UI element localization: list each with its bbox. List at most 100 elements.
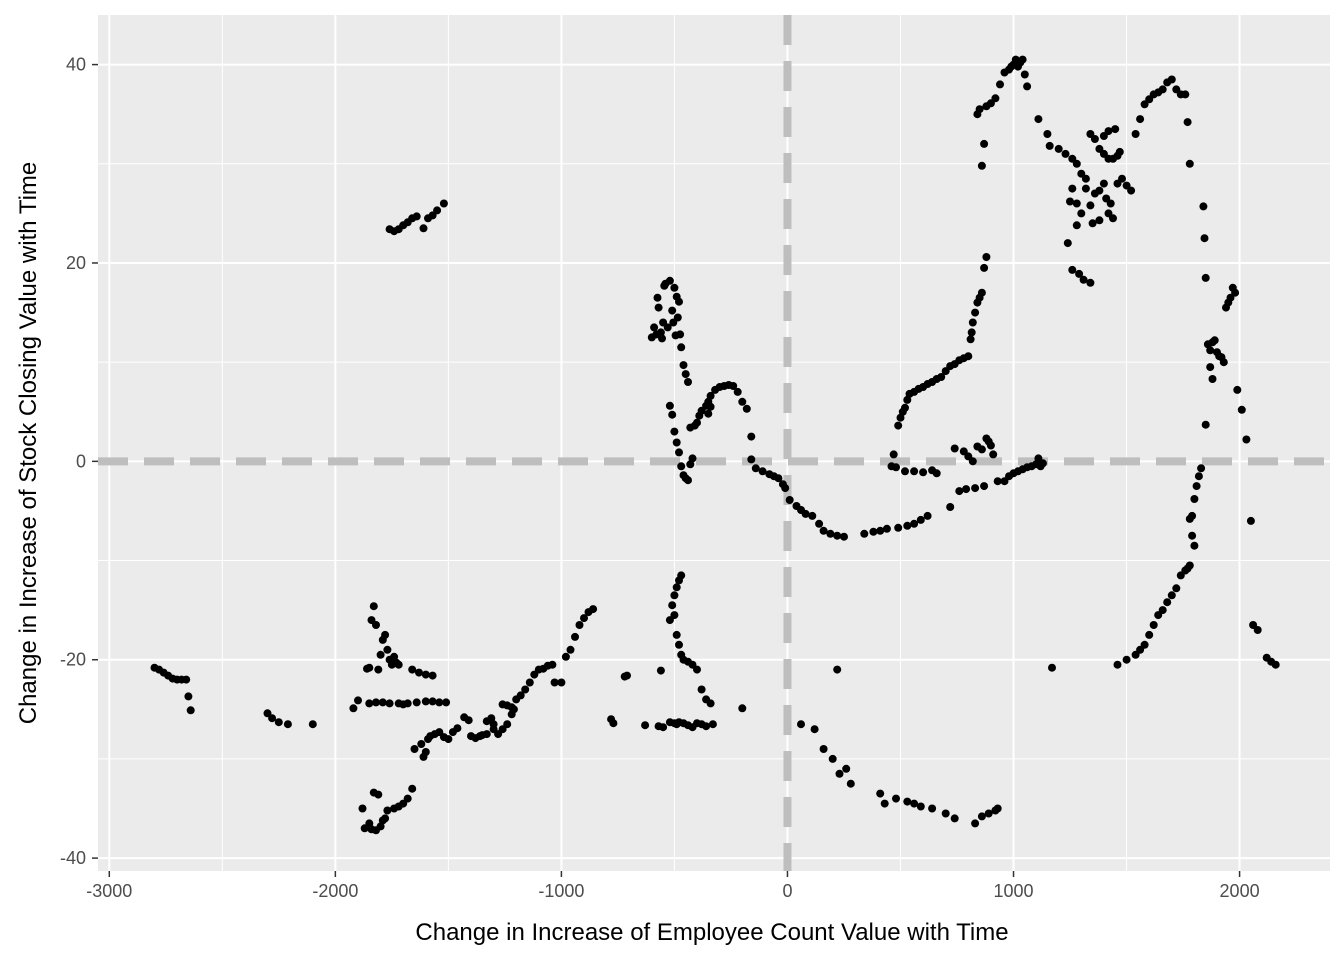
data-point bbox=[609, 719, 618, 728]
data-point bbox=[521, 685, 530, 694]
data-point bbox=[901, 467, 909, 476]
data-point bbox=[1200, 234, 1209, 243]
data-point bbox=[421, 670, 430, 679]
data-point bbox=[785, 496, 794, 504]
data-point bbox=[412, 698, 421, 707]
data-point bbox=[729, 382, 738, 390]
data-point bbox=[677, 462, 686, 471]
data-point bbox=[950, 444, 959, 453]
data-point bbox=[842, 764, 851, 773]
x-tick-label: -2000 bbox=[312, 881, 358, 901]
data-point bbox=[819, 745, 828, 753]
data-point bbox=[697, 685, 706, 694]
data-point bbox=[1043, 130, 1052, 138]
data-point bbox=[894, 421, 903, 430]
data-point bbox=[1185, 514, 1194, 523]
data-point bbox=[910, 799, 919, 808]
data-point bbox=[679, 361, 688, 370]
data-point bbox=[916, 802, 925, 811]
data-point bbox=[672, 630, 681, 639]
data-point bbox=[354, 696, 362, 705]
data-point bbox=[971, 819, 980, 828]
data-point bbox=[672, 583, 681, 592]
data-point bbox=[1183, 118, 1192, 127]
data-point bbox=[1181, 90, 1190, 99]
data-point bbox=[747, 432, 756, 441]
data-point bbox=[453, 724, 462, 733]
y-axis: -40 -20 0 20 40 bbox=[60, 55, 98, 868]
data-point bbox=[1066, 197, 1074, 206]
data-point bbox=[435, 698, 444, 707]
data-point bbox=[503, 720, 512, 729]
data-point bbox=[428, 697, 437, 706]
data-point bbox=[672, 438, 681, 447]
y-tick-label: 20 bbox=[66, 253, 86, 273]
data-point bbox=[1253, 626, 1262, 634]
data-point bbox=[1018, 55, 1027, 64]
data-point bbox=[374, 790, 383, 799]
data-point bbox=[968, 457, 977, 466]
data-point bbox=[672, 720, 681, 729]
data-point bbox=[186, 706, 195, 715]
data-point bbox=[1095, 216, 1104, 225]
data-point bbox=[1201, 420, 1210, 429]
data-point bbox=[903, 521, 912, 530]
data-point bbox=[403, 794, 412, 803]
data-point bbox=[1158, 85, 1167, 94]
data-point bbox=[668, 410, 677, 419]
data-point bbox=[781, 484, 790, 493]
data-point bbox=[1068, 265, 1077, 274]
data-point bbox=[677, 571, 686, 580]
data-point bbox=[889, 450, 898, 459]
data-point bbox=[742, 404, 751, 413]
data-point bbox=[403, 699, 412, 708]
data-point bbox=[1068, 184, 1077, 193]
data-point bbox=[444, 735, 453, 744]
y-tick-label: 0 bbox=[76, 451, 86, 471]
data-point bbox=[975, 105, 984, 114]
data-point bbox=[274, 718, 283, 727]
data-point bbox=[919, 468, 928, 477]
data-point bbox=[980, 139, 989, 148]
data-point bbox=[349, 704, 358, 713]
data-point bbox=[1115, 147, 1124, 156]
data-point bbox=[487, 714, 496, 723]
data-point bbox=[1054, 144, 1063, 153]
data-point bbox=[1199, 202, 1208, 211]
data-point bbox=[365, 663, 374, 672]
y-tick-label: 40 bbox=[66, 55, 86, 75]
data-point bbox=[369, 602, 378, 611]
data-point bbox=[1190, 541, 1199, 550]
data-point bbox=[675, 297, 683, 306]
data-point bbox=[668, 306, 677, 315]
y-tick-label: -40 bbox=[60, 848, 86, 868]
data-point bbox=[673, 313, 682, 322]
data-point bbox=[815, 519, 824, 528]
data-point bbox=[653, 293, 662, 302]
data-point bbox=[1090, 189, 1099, 198]
data-point bbox=[1197, 464, 1206, 473]
data-point bbox=[684, 378, 692, 386]
data-point bbox=[383, 645, 392, 654]
data-point bbox=[550, 678, 559, 687]
data-point bbox=[688, 454, 697, 463]
data-point bbox=[977, 445, 986, 454]
data-point bbox=[846, 779, 855, 788]
data-point bbox=[833, 665, 842, 674]
data-point bbox=[946, 503, 955, 511]
data-point bbox=[1020, 70, 1029, 79]
reference-lines bbox=[98, 15, 1330, 871]
data-point bbox=[1131, 650, 1140, 659]
data-point bbox=[1167, 591, 1176, 600]
data-point bbox=[1206, 363, 1215, 372]
data-point bbox=[967, 328, 976, 337]
data-point bbox=[708, 720, 717, 729]
data-point bbox=[381, 630, 390, 639]
data-point bbox=[1109, 214, 1117, 223]
data-point bbox=[1086, 278, 1095, 287]
data-point bbox=[993, 804, 1002, 813]
data-point bbox=[374, 665, 383, 674]
data-point bbox=[1061, 149, 1070, 158]
data-point bbox=[1246, 516, 1255, 525]
data-point bbox=[1072, 199, 1081, 208]
